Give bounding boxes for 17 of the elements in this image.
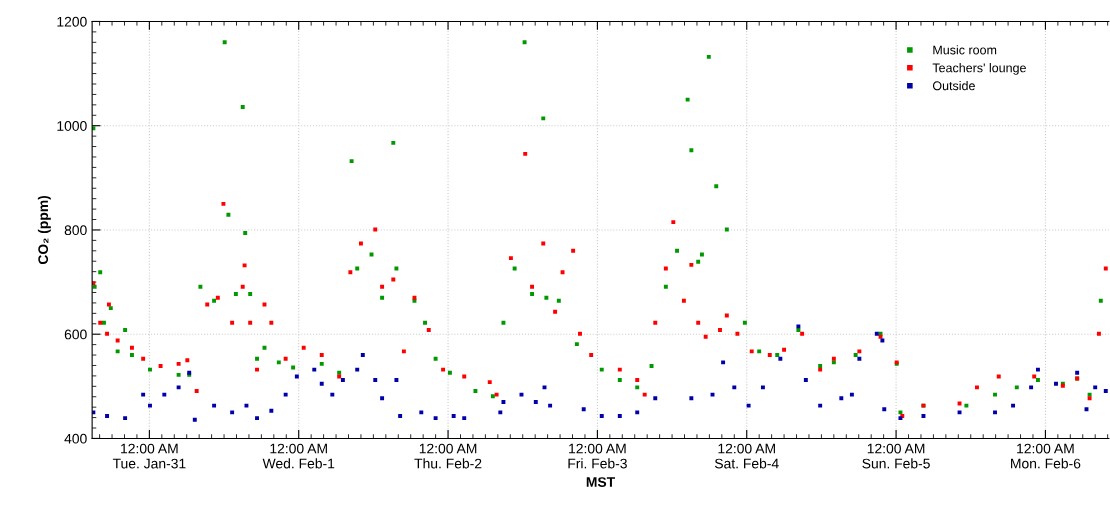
x-tick-label: 12:00 AM Wed. Feb-1 (262, 443, 335, 469)
legend-label: Music room (933, 45, 997, 55)
x-tick-label: 12:00 AM Thu. Feb-2 (414, 443, 482, 469)
y-tick-label: 600 (64, 329, 87, 340)
y-tick-label: 400 (64, 433, 87, 444)
x-axis-title: MST (586, 477, 616, 487)
x-tick-label: 12:00 AM Sun. Feb-5 (862, 443, 930, 469)
legend-label: Teachers' lounge (932, 63, 1026, 75)
x-tick-label: 12:00 AM Sat. Feb-4 (714, 443, 779, 469)
y-tick-label: 1000 (57, 121, 87, 131)
y-tick-label: 1200 (57, 16, 87, 27)
y-axis-title: CO₂ (ppm) (37, 195, 51, 265)
legend-label: Outside (932, 81, 975, 91)
x-tick-label: 12:00 AM Tue. Jan-31 (112, 443, 186, 469)
x-tick-label: 12:00 AM Mon. Feb-6 (1011, 443, 1081, 469)
x-tick-label: 12:00 AM Fri. Feb-3 (568, 443, 627, 469)
y-tick-label: 800 (64, 225, 87, 236)
